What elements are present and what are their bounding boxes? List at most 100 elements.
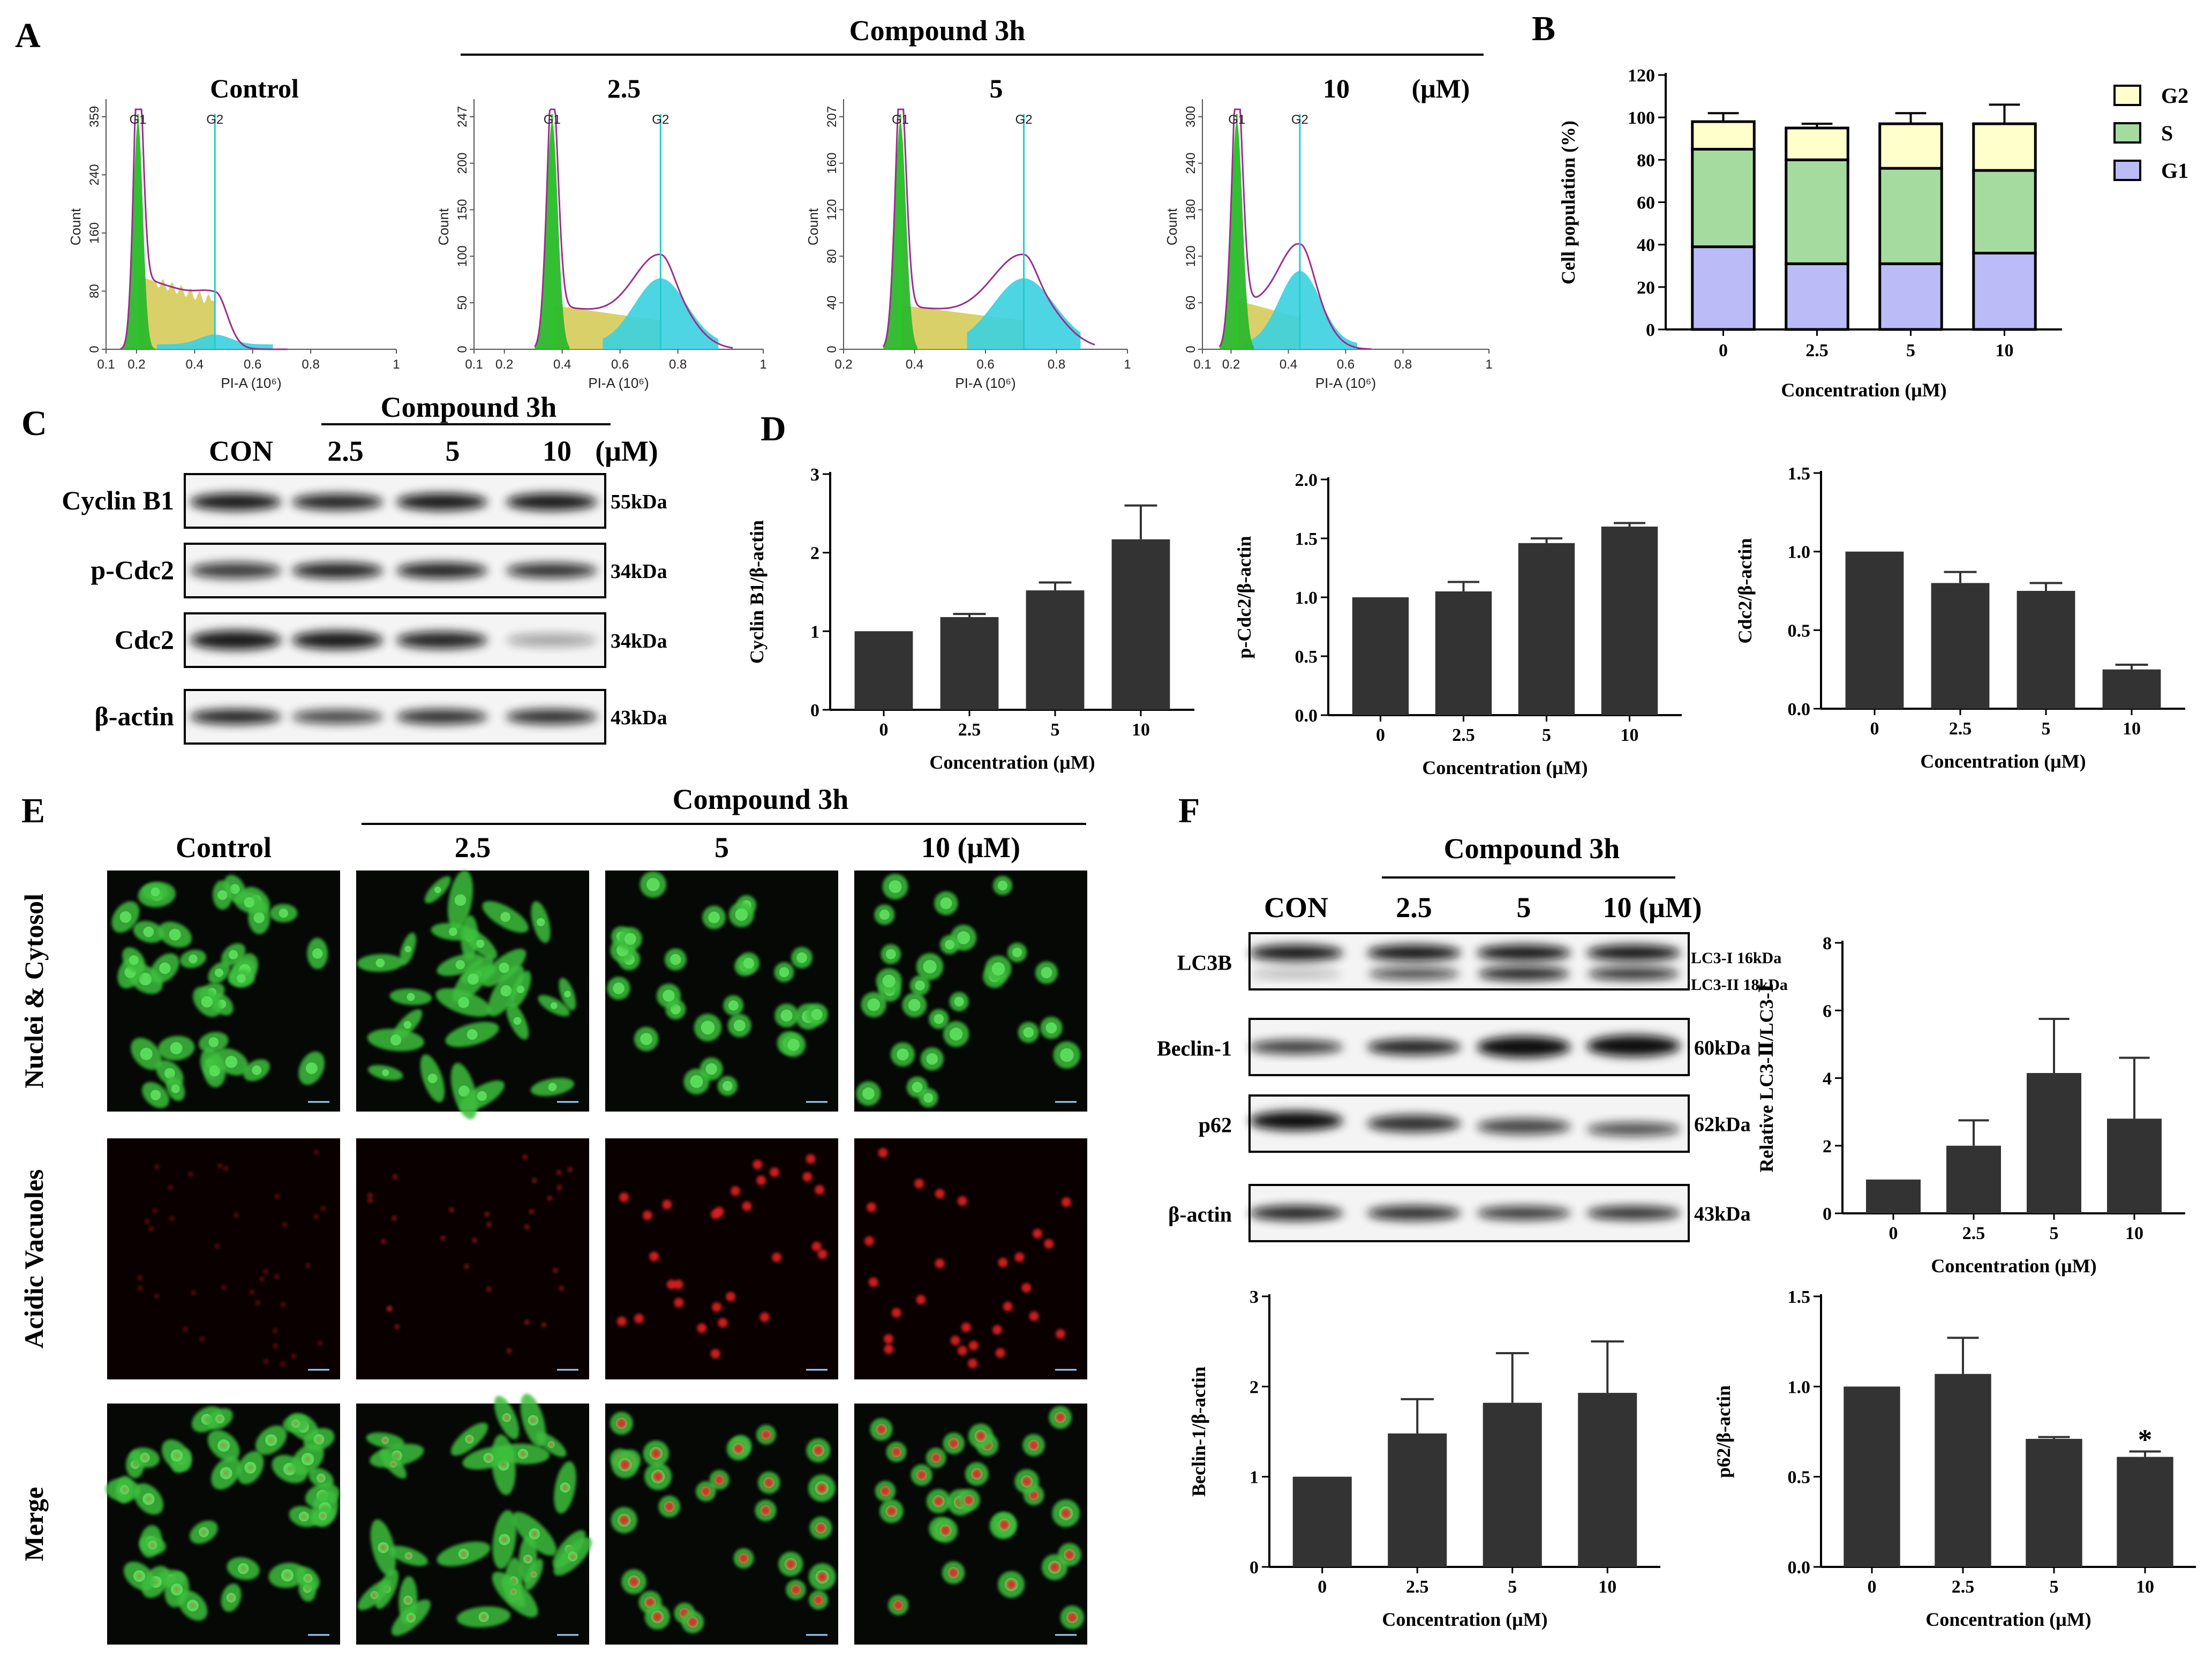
legend-label: G1 xyxy=(2161,159,2188,183)
flow-fit-line xyxy=(882,108,1095,348)
y-tick-label: 1.0 xyxy=(1788,1377,1811,1397)
acidic-vacuole xyxy=(878,1148,888,1158)
acidic-vacuole xyxy=(223,1166,229,1172)
acidic-vacuole xyxy=(666,1279,676,1289)
blot-band-lc3-ii xyxy=(1588,967,1679,980)
flow-x-tick-label: 0.6 xyxy=(976,357,994,372)
flow-g1-label: G1 xyxy=(544,112,561,127)
flow-x-tick-label: 0.1 xyxy=(465,357,483,372)
acidic-vacuole xyxy=(620,1460,630,1470)
acidic-vacuole xyxy=(249,1289,255,1295)
flow-y-tick-label: 0 xyxy=(87,346,102,352)
acidic-vacuole xyxy=(968,1359,978,1369)
micro-image xyxy=(107,870,340,1112)
cell-nucleus xyxy=(705,1063,717,1075)
acidic-vacuole xyxy=(652,1612,663,1622)
bar xyxy=(1483,1402,1542,1567)
y-axis-title: p62/β-actin xyxy=(1713,1385,1734,1478)
flow-g1-label: G1 xyxy=(892,112,909,127)
blot-band xyxy=(292,710,383,724)
acidic-vacuole xyxy=(697,1323,707,1333)
acidic-vacuole xyxy=(739,1554,749,1564)
acidic-vacuole xyxy=(274,1194,280,1199)
blot-band xyxy=(506,634,597,647)
acidic-vacuole xyxy=(408,1615,414,1620)
y-tick-label: 2 xyxy=(810,544,819,564)
y-tick-label: 4 xyxy=(1823,1069,1832,1089)
y-tick-label: 0.5 xyxy=(1788,1468,1811,1488)
acidic-vacuole xyxy=(259,1276,265,1282)
acidic-vacuole xyxy=(753,1159,763,1169)
bar xyxy=(1931,583,1990,709)
x-tick-label: 10 xyxy=(2136,1577,2154,1597)
acidic-vacuole xyxy=(968,1340,979,1350)
acidic-vacuole xyxy=(234,1212,239,1218)
x-axis-title: Concentration (μM) xyxy=(1931,1255,2096,1277)
acidic-vacuole xyxy=(642,1210,652,1220)
cell-nucleus xyxy=(735,908,748,921)
cell-nucleus xyxy=(164,1068,175,1079)
micro-column-label: 2.5 xyxy=(455,831,491,864)
lane-label: 5 xyxy=(1517,891,1531,924)
bar xyxy=(1578,1393,1637,1567)
acidic-vacuole xyxy=(662,1199,672,1210)
acidic-vacuole xyxy=(941,1526,951,1536)
blot-band xyxy=(292,494,383,510)
legend-label: G2 xyxy=(2161,84,2188,108)
flow-y-tick-label: 160 xyxy=(87,222,102,244)
x-axis-title: Concentration (μM) xyxy=(1422,757,1587,778)
cell-nucleus xyxy=(934,1014,944,1024)
acidic-vacuole xyxy=(221,1285,227,1290)
flow-x-tick-label: 0.2 xyxy=(1222,357,1240,372)
flow-x-tick-label: 0.2 xyxy=(495,357,513,372)
acidic-vacuole xyxy=(201,1529,207,1535)
acidic-vacuole xyxy=(673,1279,683,1289)
cell-nucleus xyxy=(646,877,660,891)
bar xyxy=(1388,1433,1447,1567)
acidic-vacuole xyxy=(501,1536,507,1542)
acidic-vacuole xyxy=(1021,1283,1032,1293)
cell-nucleus xyxy=(885,949,896,959)
x-tick-label: 2.5 xyxy=(958,720,981,740)
micro-image xyxy=(356,870,589,1120)
cdc2-bar-chart: 0.0 0.5 1.0 1.5 0 2.5 5 10 Concentration (μM) Cdc… xyxy=(1734,464,2185,772)
x-tick-label: 5 xyxy=(1906,341,1915,361)
bar xyxy=(940,617,999,710)
flow-x-tick-label: 1 xyxy=(1485,357,1492,372)
flow-fit-line xyxy=(534,108,733,349)
flow-s-phase-area xyxy=(138,275,215,349)
blot-row-label: LC3B xyxy=(1177,951,1232,975)
cell-nucleus xyxy=(1060,1048,1074,1062)
y-tick-label: 100 xyxy=(1628,108,1655,128)
y-tick-label: 60 xyxy=(1637,193,1655,213)
flow-panel-title: 2.5 xyxy=(607,73,641,103)
x-tick-label: 5 xyxy=(1051,720,1060,740)
lc3-ii-kda-label: LC3-II 18kDa xyxy=(1691,976,1788,994)
micro-image xyxy=(356,1393,592,1645)
bar xyxy=(2102,669,2161,709)
acidic-vacuole xyxy=(217,1416,223,1422)
panel-letter-d: D xyxy=(761,409,786,448)
acidic-vacuole xyxy=(484,1211,490,1217)
micro-image-background xyxy=(107,1138,340,1379)
y-tick-label: 0.0 xyxy=(1788,700,1811,719)
cell-nucleus xyxy=(811,1009,823,1020)
y-tick-label: 0 xyxy=(1823,1204,1832,1224)
bar xyxy=(2017,591,2075,709)
cell-nucleus xyxy=(427,1074,438,1084)
acidic-vacuole xyxy=(714,1475,725,1485)
acidic-vacuole xyxy=(1003,1301,1013,1311)
y-tick-label: 1.5 xyxy=(1295,529,1318,549)
cell-nucleus xyxy=(1023,1027,1034,1038)
cell-nucleus xyxy=(862,1087,875,1100)
acidic-vacuole xyxy=(1055,1412,1065,1422)
acidic-vacuole xyxy=(867,1202,877,1212)
lane-label: 2.5 xyxy=(1396,891,1432,924)
flow-x-tick-label: 0.8 xyxy=(302,357,319,372)
acidic-vacuole xyxy=(301,1514,307,1520)
cell-nucleus xyxy=(129,955,139,965)
acidic-vacuole xyxy=(649,1251,659,1262)
acidic-vacuole xyxy=(461,1551,467,1557)
acidic-vacuole xyxy=(531,1572,537,1578)
